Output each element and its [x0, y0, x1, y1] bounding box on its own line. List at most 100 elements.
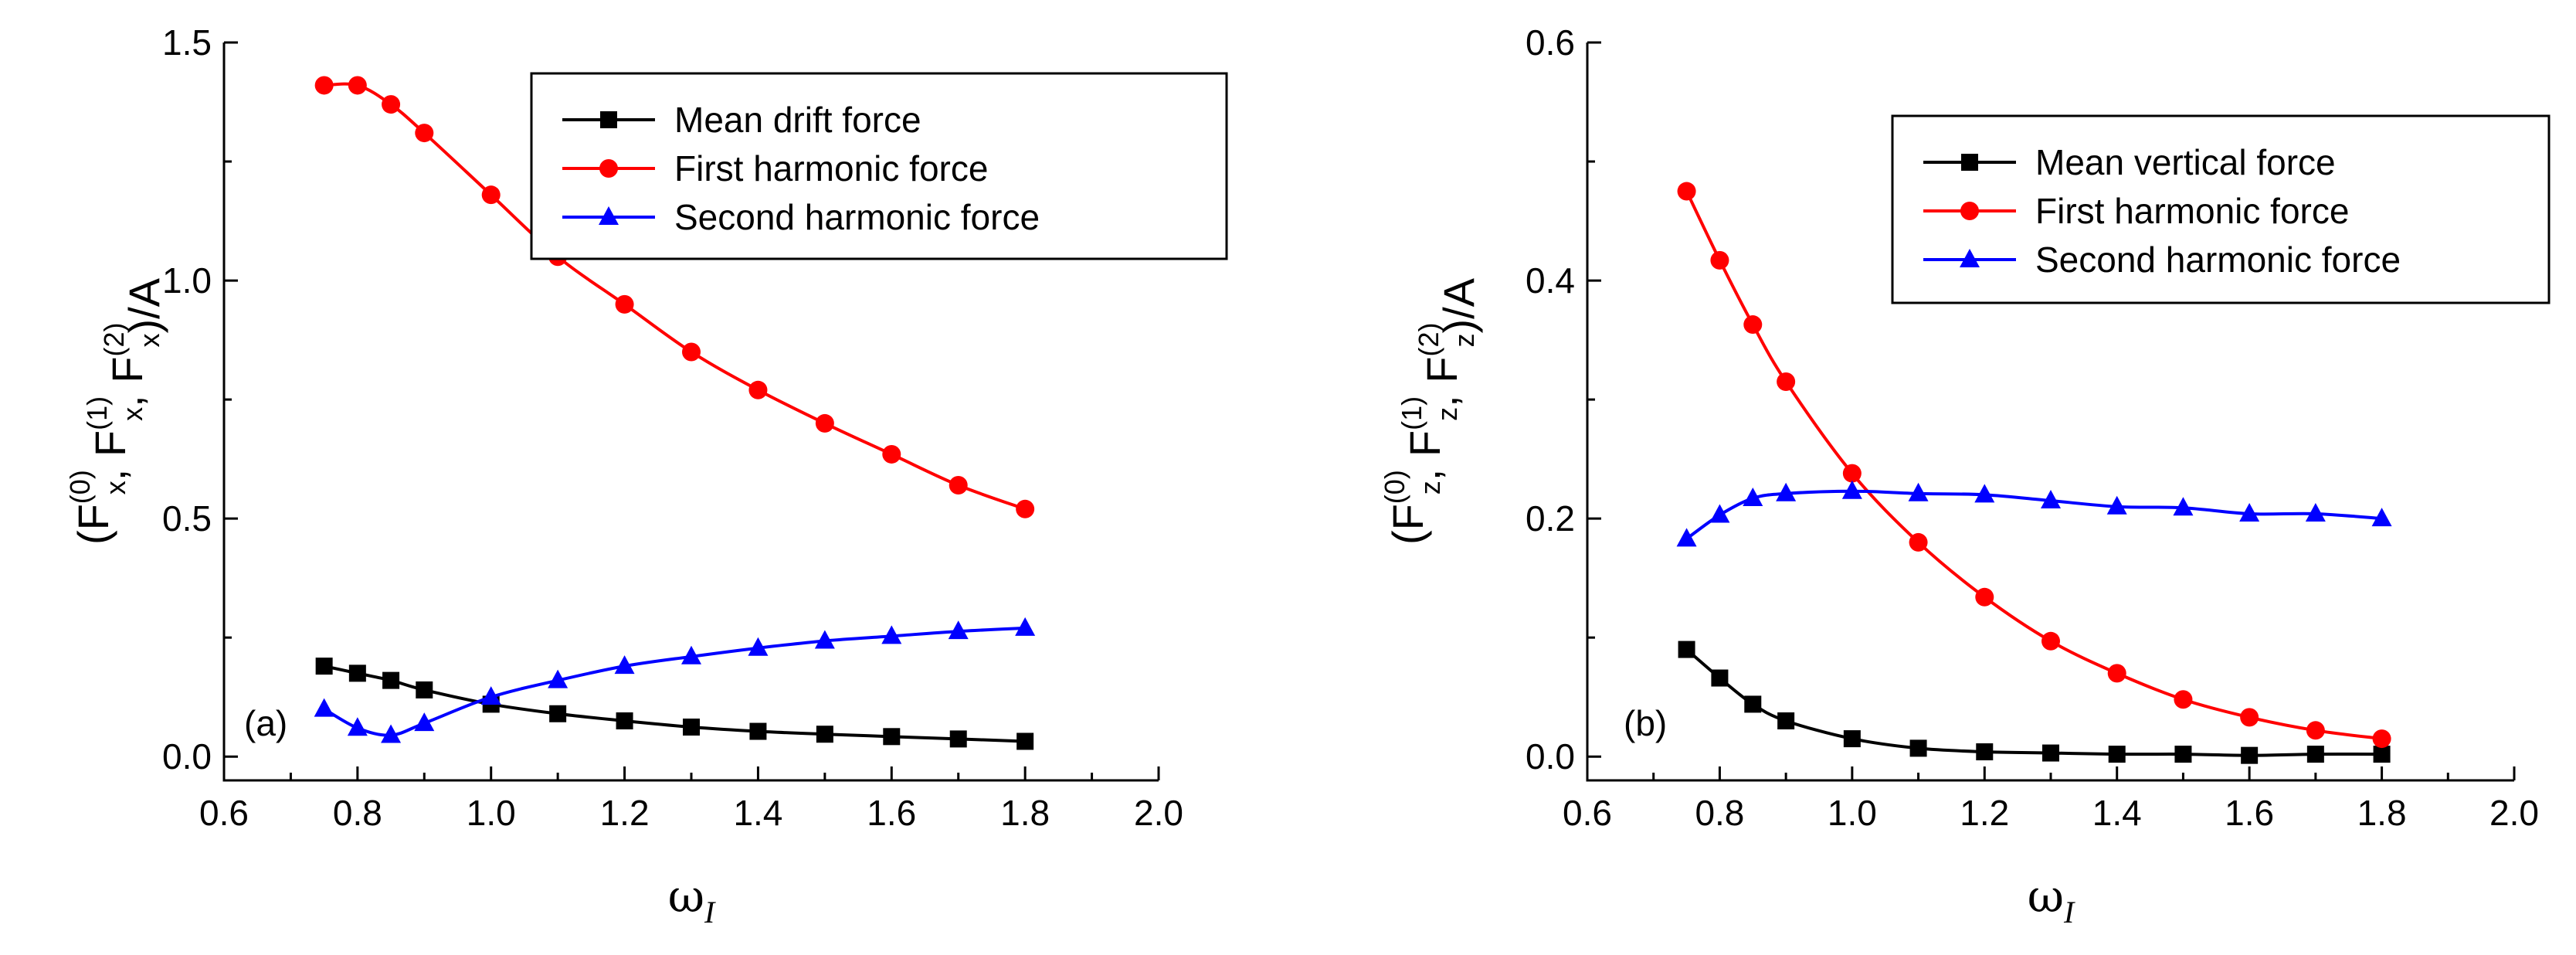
series-1	[314, 76, 1035, 518]
x-tick-label: 1.8	[1000, 793, 1050, 833]
data-point	[1842, 464, 1862, 483]
x-tick-label: 0.6	[1563, 793, 1612, 833]
data-point	[416, 681, 433, 698]
data-point	[2173, 497, 2194, 516]
data-point	[1743, 315, 1763, 335]
data-point	[614, 655, 635, 675]
data-point	[883, 728, 901, 746]
data-point	[1744, 695, 1762, 713]
data-point	[2107, 664, 2126, 683]
data-point	[814, 630, 835, 649]
data-point	[382, 671, 400, 689]
data-point	[683, 718, 700, 736]
data-point	[1777, 372, 1796, 391]
data-point	[549, 705, 567, 722]
y-tick-label: 0.6	[1526, 22, 1575, 63]
data-point	[1676, 528, 1697, 547]
data-point	[2305, 502, 2326, 522]
chart-panel-a: 0.6 0.8 1.0 1.2 1.4 1.6 1.8 2.0 0.0 0.5 1.0 1.5 ωI (F…	[64, 22, 1228, 930]
data-point	[681, 645, 701, 664]
legend-marker	[599, 159, 618, 178]
legend-label: Mean vertical force	[2035, 142, 2336, 182]
data-point	[2241, 746, 2259, 764]
legend-marker	[1960, 249, 1980, 267]
data-point	[948, 620, 969, 640]
x-axis-label: ωI	[668, 870, 716, 930]
data-point	[882, 444, 901, 464]
chart-panel-b: 0.6 0.8 1.0 1.2 1.4 1.6 1.8 2.0 0.0 0.2 0.4 0.6 ωI (F…	[1379, 22, 2551, 930]
legend-label: First harmonic force	[674, 148, 988, 189]
data-point	[315, 658, 333, 675]
data-point	[2041, 490, 2061, 509]
data-point	[1711, 669, 1729, 687]
data-point	[1776, 482, 1797, 501]
data-point	[2372, 729, 2391, 749]
data-point	[1909, 739, 1927, 757]
data-point	[548, 669, 568, 688]
panel-label: (a)	[244, 703, 287, 743]
data-point	[314, 76, 334, 95]
legend-label: Mean drift force	[674, 100, 921, 140]
data-point	[2041, 631, 2060, 651]
panel-label: (b)	[1624, 703, 1667, 743]
data-point	[481, 185, 501, 205]
data-point	[749, 722, 767, 740]
y-tick-label: 1.5	[162, 22, 212, 63]
series-0	[315, 658, 1034, 750]
x-tick-label: 2.0	[1134, 793, 1183, 833]
y-axis-label: (F(0) x, F(1) x, F(2) x)/A	[64, 277, 168, 545]
legend-marker	[1960, 202, 1979, 220]
data-point	[1974, 484, 1995, 503]
x-tick-label: 0.6	[199, 793, 249, 833]
x-tick-label: 1.8	[2357, 793, 2407, 833]
legend-marker	[1961, 154, 1978, 171]
data-point	[881, 625, 902, 644]
data-point	[1015, 617, 1036, 636]
data-point	[1976, 743, 1994, 761]
y-tick-label: 0.4	[1526, 260, 1575, 301]
legend-box	[530, 72, 1228, 260]
y-axis-label: (F(0) z, F(1) z, F(2) z)/A	[1379, 277, 1483, 545]
x-tick-label: 1.4	[2092, 793, 2142, 833]
data-point	[949, 476, 968, 494]
data-point	[480, 686, 501, 705]
data-point	[1709, 504, 1730, 523]
data-point	[1710, 250, 1729, 270]
y-tick-label: 0.5	[162, 498, 212, 539]
x-tick-label: 1.6	[2225, 793, 2274, 833]
data-point	[381, 724, 402, 743]
x-tick-label: 1.4	[733, 793, 782, 833]
series-2	[1676, 480, 2392, 547]
data-point	[2240, 708, 2259, 727]
legend-marker	[599, 206, 619, 225]
data-point	[1908, 482, 1929, 501]
series-line	[1685, 648, 2382, 757]
series-1	[1677, 182, 2391, 749]
series-0	[1678, 641, 2391, 764]
data-point	[1909, 532, 1928, 552]
x-axis-label: ωI	[2028, 870, 2075, 930]
data-point	[615, 294, 634, 314]
data-point	[1678, 641, 1695, 658]
data-point	[2042, 744, 2059, 762]
data-point	[2174, 690, 2193, 709]
data-point	[1743, 487, 1763, 506]
x-tick-label: 1.0	[467, 793, 516, 833]
data-point	[1016, 499, 1035, 518]
data-point	[2108, 746, 2126, 763]
data-point	[1841, 480, 1862, 499]
data-point	[347, 717, 368, 736]
series-2	[314, 617, 1036, 743]
data-point	[1677, 182, 1696, 201]
data-point	[748, 380, 768, 399]
legend-label: First harmonic force	[2035, 191, 2349, 231]
data-point	[682, 342, 701, 362]
x-tick-label: 1.0	[1828, 793, 1877, 833]
legend-label: Second harmonic force	[674, 197, 1040, 237]
data-point	[314, 698, 334, 717]
data-point	[1016, 732, 1034, 750]
y-tick-label: 1.0	[162, 260, 212, 301]
data-point	[2306, 721, 2325, 740]
data-point	[382, 95, 401, 114]
